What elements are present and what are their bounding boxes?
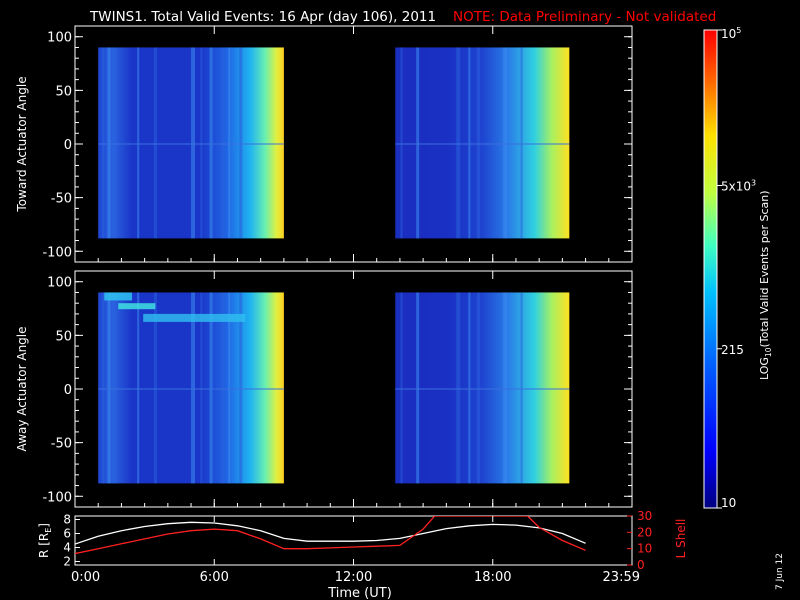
toward-ytick-label: -100 <box>42 245 72 260</box>
toward-streak <box>107 47 111 239</box>
away-streak <box>456 292 461 484</box>
away-block-fill <box>395 292 570 484</box>
away-streak <box>137 292 140 484</box>
l-shell-tick-label: 10 <box>637 542 652 556</box>
x-tick-label: 12:00 <box>335 570 372 585</box>
r-axis-tick-label: 8 <box>63 513 71 527</box>
away-ytick-label: 0 <box>64 383 72 398</box>
date-stamp: 7 Jun 12 <box>775 553 785 590</box>
toward-streak <box>153 47 157 239</box>
colorbar-tick-label: 10 <box>721 496 736 510</box>
toward-streak <box>456 47 461 239</box>
toward-zero-band <box>395 143 570 145</box>
toward-streak <box>228 47 231 239</box>
away-streak <box>101 292 104 484</box>
r-series-line <box>75 521 586 545</box>
x-tick-label: 0:00 <box>71 570 100 585</box>
toward-streak <box>520 47 523 239</box>
r-axis-tick-label: 4 <box>63 541 71 555</box>
away-streak <box>400 292 403 484</box>
away-streak <box>468 292 471 484</box>
x-tick-label: 23:59 <box>603 570 640 585</box>
away-streak <box>107 292 111 484</box>
toward-streak <box>209 47 213 239</box>
l-shell-tick-label: 20 <box>637 525 652 539</box>
r-axis-tick-label: 2 <box>63 555 71 569</box>
toward-streak <box>400 47 403 239</box>
away-enhanced-band-a <box>104 292 133 301</box>
toward-ytick-label: 50 <box>55 84 72 99</box>
away-streak <box>503 292 508 484</box>
toward-streak <box>468 47 471 239</box>
x-tick-label: 18:00 <box>474 570 511 585</box>
toward-zero-band <box>98 143 284 145</box>
away-block-fill <box>98 292 284 484</box>
away-streak <box>477 292 481 484</box>
toward-ytick-label: 100 <box>47 31 72 46</box>
toward-streak <box>113 47 118 239</box>
away-zero-band <box>395 388 570 390</box>
l-shell-tick-label: 30 <box>637 509 652 523</box>
away-enhanced-band-c <box>143 313 246 322</box>
away-angle-panel: 100 50 0 -50 -100 Away Actuator Angle <box>15 270 633 508</box>
colorbar-gradient <box>703 29 718 509</box>
toward-angle-panel: 100 50 0 -50 -100 Toward Actuator Angle <box>15 25 633 263</box>
toward-streak <box>200 47 203 239</box>
away-data-block <box>98 292 284 484</box>
toward-streak <box>416 47 420 239</box>
away-streak <box>520 292 523 484</box>
away-streak <box>191 292 196 484</box>
away-streak <box>209 292 213 484</box>
chart-title: TWINS1. Total Valid Events: 16 Apr (day … <box>89 9 436 25</box>
toward-ytick-label: -50 <box>51 192 72 207</box>
colorbar-tick-label: 215 <box>721 343 744 357</box>
colorbar-tick-label: 5x103 <box>721 178 756 193</box>
away-streak <box>220 292 225 484</box>
colorbar-tick-label: 105 <box>721 26 741 41</box>
orbit-frame <box>74 515 633 566</box>
l-shell-series-line <box>75 516 586 555</box>
away-ylabel: Away Actuator Angle <box>15 326 29 451</box>
toward-streak <box>137 47 140 239</box>
toward-streak <box>101 47 104 239</box>
toward-streak <box>220 47 225 239</box>
colorbar: 105 5x103 215 10 <box>703 26 756 510</box>
away-ytick-label: 50 <box>55 329 72 344</box>
away-streak <box>228 292 231 484</box>
toward-streak <box>239 47 243 239</box>
away-ytick-label: -100 <box>42 490 72 505</box>
toward-ytick-label: 0 <box>64 138 72 153</box>
away-data-block <box>395 292 570 484</box>
away-ytick-label: -50 <box>51 437 72 452</box>
away-streak <box>416 292 420 484</box>
toward-data-block <box>395 47 570 239</box>
away-zero-band <box>98 388 284 390</box>
colorbar-label: LOG10(Total Valid Events per Scan) <box>758 191 773 381</box>
away-ytick-label: 100 <box>47 276 72 291</box>
l-shell-tick-label: 0 <box>637 558 645 572</box>
preliminary-note: NOTE: Data Preliminary - Not validated <box>453 9 716 25</box>
toward-ylabel: Toward Actuator Angle <box>15 76 29 212</box>
toward-block-fill <box>395 47 570 239</box>
toward-streak <box>477 47 481 239</box>
away-streak <box>153 292 157 484</box>
toward-streak <box>503 47 508 239</box>
away-streak <box>200 292 203 484</box>
away-enhanced-band-b <box>118 303 156 310</box>
away-streak <box>113 292 118 484</box>
r-axis-label: R [RE] <box>37 523 53 558</box>
toward-data-block <box>98 47 284 239</box>
x-tick-label: 6:00 <box>200 570 229 585</box>
l-shell-axis-label: L Shell <box>674 519 688 559</box>
x-axis-label: Time (UT) <box>327 586 392 600</box>
away-streak <box>239 292 243 484</box>
r-axis-tick-label: 6 <box>63 527 71 541</box>
toward-block-fill <box>98 47 284 239</box>
toward-streak <box>191 47 196 239</box>
